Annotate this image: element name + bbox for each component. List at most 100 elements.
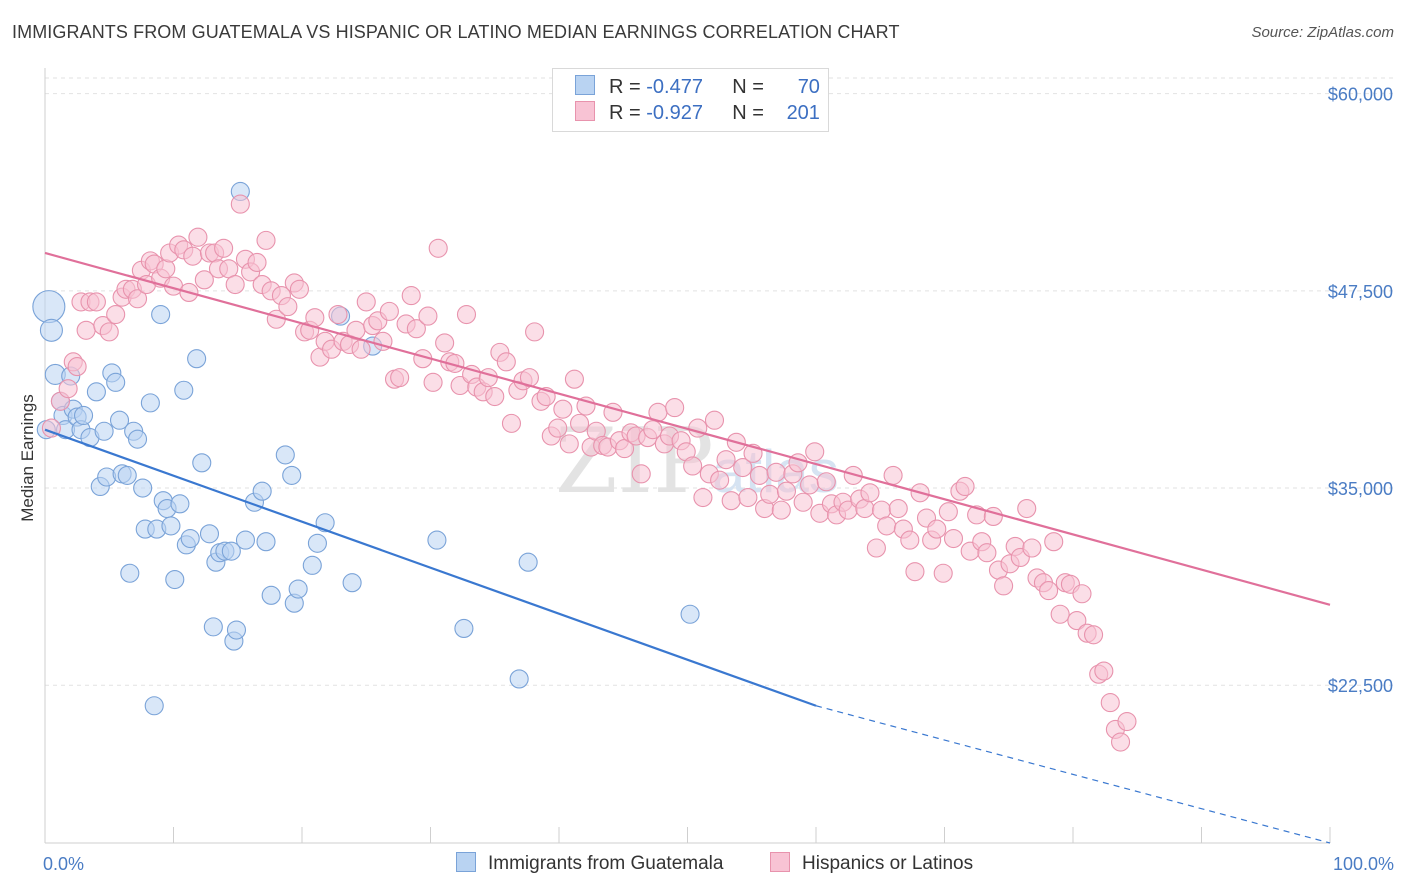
point-s1-95: [559, 434, 579, 454]
point-s1-141: [816, 472, 836, 492]
point-s1-93: [548, 418, 568, 438]
point-s0-15: [97, 467, 117, 487]
correlation-legend: R = -0.477 N = 70 R = -0.927 N = 201: [552, 68, 829, 132]
point-s1-47: [289, 279, 309, 299]
series-label-guatemala: Immigrants from Guatemala: [488, 853, 724, 874]
point-s1-182: [1044, 532, 1064, 552]
point-s0-65: [454, 618, 474, 639]
point-s0-53: [261, 585, 281, 605]
point-s1-39: [247, 252, 267, 273]
point-s1-50: [305, 308, 325, 328]
grid-lines: [45, 77, 1395, 686]
point-s1-2: [58, 379, 78, 399]
point-s1-156: [900, 530, 920, 550]
point-s1-119: [693, 487, 713, 508]
point-s1-73: [435, 333, 455, 353]
point-s1-131: [760, 484, 780, 504]
point-s0-29: [151, 304, 171, 325]
point-s0-37: [180, 528, 200, 549]
point-s1-4: [67, 357, 87, 377]
point-s1-138: [800, 475, 820, 495]
point-s1-178: [1022, 538, 1042, 558]
point-s0-49: [235, 530, 256, 550]
point-s1-70: [418, 306, 438, 326]
point-s1-58: [351, 339, 371, 359]
point-s1-84: [496, 352, 516, 372]
chart-title: IMMIGRANTS FROM GUATEMALA VS HISPANIC OR…: [12, 22, 900, 42]
point-s1-149: [860, 483, 880, 503]
point-s1-41: [256, 230, 276, 250]
point-s1-124: [721, 491, 741, 511]
point-s1-63: [379, 301, 399, 321]
point-s1-117: [683, 456, 703, 476]
point-s0-57: [288, 579, 308, 599]
point-s1-154: [888, 499, 908, 519]
point-s1-29: [194, 270, 214, 290]
legend-r-label: R =: [609, 102, 641, 124]
series-label-hispanic: Hispanics or Latinos: [802, 853, 974, 874]
point-s0-20: [117, 465, 137, 485]
point-s1-85: [501, 413, 522, 433]
trend-extension-s0: [815, 705, 1331, 844]
legend-swatch-guatemala: [575, 75, 595, 95]
y-tick-labels: $60,000 $47,500 $35,000 $22,500: [1328, 85, 1393, 697]
point-s1-166: [955, 476, 975, 497]
point-s1-97: [570, 413, 590, 433]
legend-r-value: -0.477: [646, 76, 703, 98]
point-s0-24: [133, 478, 153, 498]
point-s0-41: [203, 617, 223, 637]
point-s1-45: [278, 297, 298, 317]
point-s1-6: [76, 320, 96, 340]
point-s0-12: [86, 382, 106, 402]
point-s1-163: [938, 502, 958, 522]
legend-row-hispanic: R = -0.927 N = 201: [575, 101, 820, 127]
point-s1-123: [716, 450, 736, 470]
point-s1-186: [1067, 611, 1087, 631]
point-s0-55: [282, 465, 302, 485]
series-swatch-guatemala: [456, 852, 476, 872]
point-s1-170: [977, 543, 997, 563]
series-legend-hispanic: Hispanics or Latinos: [770, 852, 973, 875]
point-s1-173: [994, 576, 1014, 596]
point-s0-40: [199, 524, 220, 544]
point-s1-15: [127, 289, 148, 309]
point-s0-10: [74, 405, 94, 426]
point-s0-68: [680, 604, 700, 624]
point-s1-152: [877, 516, 897, 536]
point-s0-62: [342, 573, 362, 593]
point-s1-68: [406, 319, 426, 339]
point-s0-66: [509, 669, 529, 689]
series-legend-guatemala: Immigrants from Guatemala: [456, 852, 723, 875]
point-s1-27: [183, 246, 203, 266]
point-s1-122: [710, 470, 730, 490]
point-s1-129: [749, 465, 770, 485]
point-s0-14: [94, 421, 114, 441]
point-s1-146: [843, 465, 863, 485]
point-s1-195: [1117, 711, 1137, 732]
point-s1-10: [99, 322, 119, 342]
point-s1-71: [423, 372, 443, 392]
point-s1-164: [943, 528, 964, 549]
y-tick-label-3: $22,500: [1328, 676, 1393, 696]
point-s1-153: [883, 465, 903, 485]
point-s1-33: [214, 238, 234, 258]
point-s1-28: [188, 227, 208, 247]
point-s1-192: [1100, 693, 1120, 713]
point-s1-134: [776, 481, 796, 501]
point-s1-36: [230, 194, 250, 214]
point-s1-67: [401, 286, 421, 306]
point-s0-47: [226, 620, 247, 640]
point-s0-54: [275, 445, 295, 465]
point-s1-133: [771, 500, 791, 520]
y-tick-label-0: $60,000: [1328, 85, 1393, 105]
point-s1-108: [631, 464, 651, 484]
point-s0-1: [39, 318, 63, 342]
point-s0-0: [32, 290, 66, 324]
point-s1-121: [704, 410, 725, 430]
point-s0-64: [427, 530, 447, 550]
point-s0-59: [307, 533, 327, 553]
point-s0-67: [518, 552, 538, 572]
y-tick-label-2: $35,000: [1328, 479, 1393, 499]
point-s1-8: [86, 292, 106, 312]
point-s0-52: [256, 532, 276, 552]
